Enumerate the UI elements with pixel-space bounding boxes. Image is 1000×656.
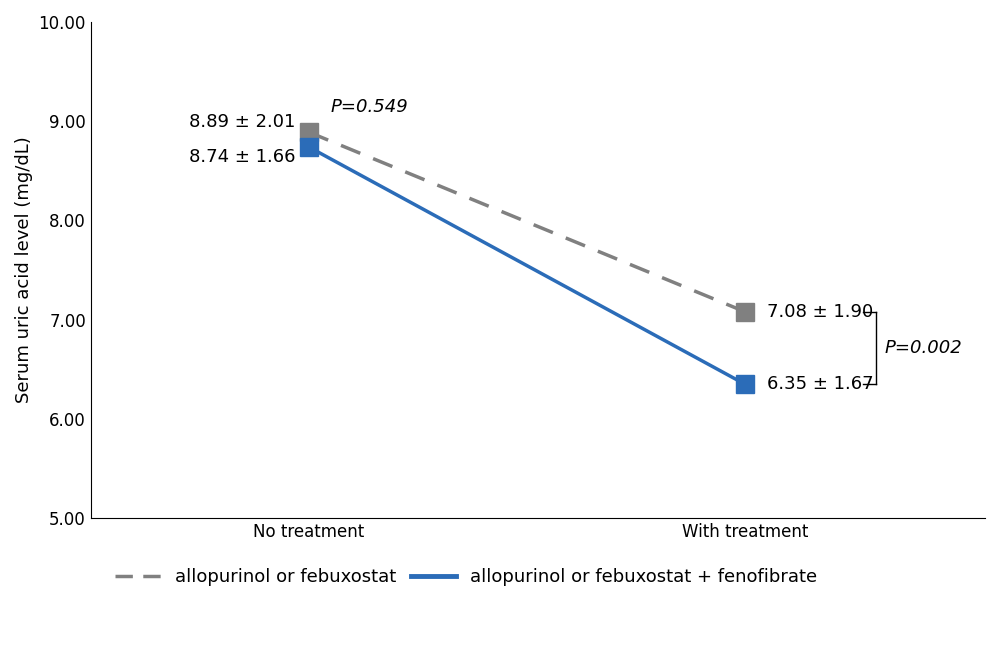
- Text: P=0.002: P=0.002: [885, 339, 962, 357]
- Legend: allopurinol or febuxostat, allopurinol or febuxostat + fenofibrate: allopurinol or febuxostat, allopurinol o…: [108, 561, 825, 594]
- Text: 8.89 ± 2.01: 8.89 ± 2.01: [189, 113, 296, 131]
- Text: P=0.549: P=0.549: [331, 98, 408, 116]
- Text: 7.08 ± 1.90: 7.08 ± 1.90: [767, 303, 873, 321]
- Text: 8.74 ± 1.66: 8.74 ± 1.66: [189, 148, 296, 166]
- Y-axis label: Serum uric acid level (mg/dL): Serum uric acid level (mg/dL): [15, 136, 33, 403]
- Text: 6.35 ± 1.67: 6.35 ± 1.67: [767, 375, 874, 393]
